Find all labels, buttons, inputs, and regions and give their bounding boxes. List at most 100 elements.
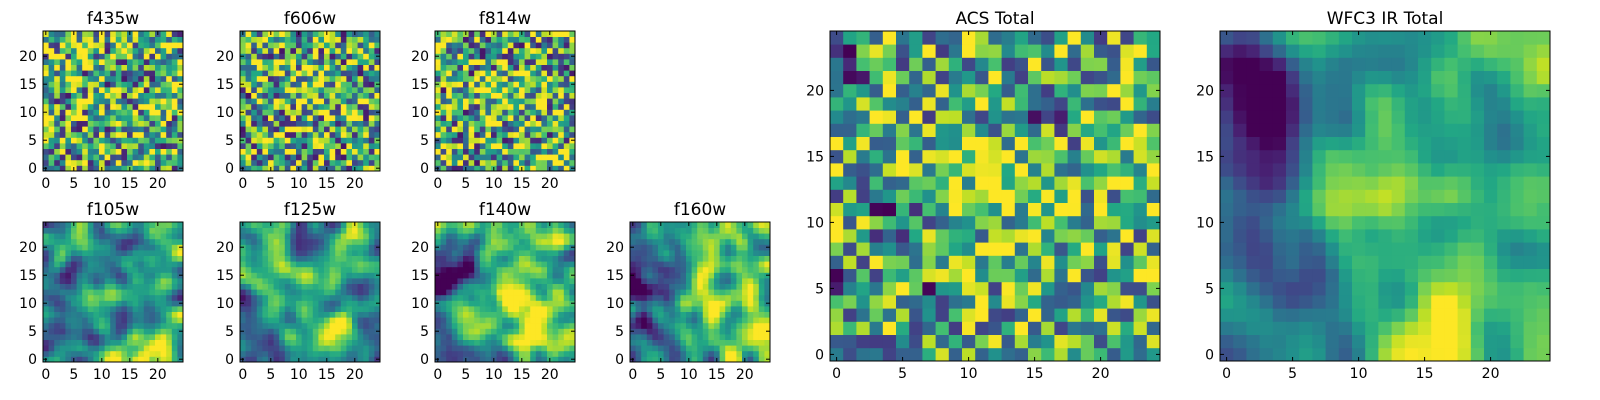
- heatmap-cell: [1067, 215, 1082, 230]
- heatmap-cell: [457, 103, 464, 110]
- heatmap-cell: [558, 131, 565, 138]
- heatmap-cell: [909, 149, 923, 164]
- heatmap-cell: [1107, 334, 1121, 349]
- heatmap-cell: [324, 64, 330, 71]
- heatmap-cell: [962, 215, 976, 230]
- heatmap-cell: [948, 268, 963, 283]
- heatmap-cell: [301, 70, 308, 77]
- heatmap-cell: [368, 350, 375, 357]
- heatmap-cell: [318, 92, 325, 99]
- heatmap-cell: [446, 126, 453, 133]
- heatmap-cell: [155, 137, 161, 144]
- heatmap-cell: [457, 87, 464, 93]
- heatmap-cell: [357, 306, 364, 312]
- heatmap-cell: [273, 233, 280, 240]
- heatmap-cell: [346, 120, 353, 127]
- heatmap-cell: [440, 322, 447, 329]
- heatmap-cell: [132, 322, 139, 329]
- heatmap-cell: [491, 244, 497, 251]
- heatmap-cell: [363, 350, 370, 357]
- heatmap-cell: [318, 255, 325, 262]
- heatmap-cell: [352, 70, 358, 77]
- heatmap-cell: [975, 308, 989, 322]
- heatmap-cell: [485, 266, 492, 273]
- heatmap-cell: [635, 294, 642, 301]
- heatmap-cell: [115, 148, 122, 155]
- heatmap-cell: [143, 322, 150, 329]
- heatmap-cell: [296, 115, 302, 121]
- heatmap-cell: [59, 92, 66, 99]
- heatmap-cell: [547, 42, 553, 49]
- heatmap-cell: [563, 154, 570, 161]
- heatmap-cell: [171, 165, 178, 172]
- heatmap-cell: [43, 266, 49, 273]
- heatmap-cell: [301, 64, 308, 71]
- heatmap-cell: [240, 154, 246, 161]
- heatmap-cell: [329, 75, 336, 82]
- panel-frame: [239, 221, 381, 363]
- heatmap-cell: [99, 238, 105, 245]
- heatmap-cell: [115, 261, 122, 268]
- heatmap-cell: [93, 143, 100, 149]
- heatmap-cell: [256, 300, 263, 307]
- heatmap-cell: [708, 272, 715, 279]
- heatmap-cell: [160, 148, 167, 155]
- heatmap-cell: [155, 131, 161, 138]
- heatmap-cell: [245, 345, 252, 352]
- heatmap-cell: [446, 238, 453, 245]
- heatmap-cell: [563, 233, 570, 240]
- heatmap-cell: [284, 334, 291, 340]
- heatmap-cell: [474, 278, 481, 284]
- heatmap-cell: [374, 345, 381, 352]
- heatmap-cell: [474, 137, 481, 144]
- heatmap-cell: [686, 244, 692, 251]
- heatmap-cell: [541, 59, 548, 65]
- heatmap-cell: [301, 350, 308, 357]
- heatmap-cell: [76, 165, 83, 172]
- heatmap-cell: [742, 250, 748, 256]
- heatmap-cell: [93, 47, 100, 54]
- heatmap-cell: [268, 92, 274, 99]
- heatmap-cell: [368, 322, 375, 329]
- heatmap-cell: [273, 154, 280, 161]
- heatmap-cell: [166, 165, 173, 172]
- heatmap-cell: [674, 255, 681, 262]
- heatmap-cell: [758, 250, 765, 256]
- heatmap-cell: [99, 64, 105, 71]
- heatmap-cell: [507, 317, 514, 324]
- heatmap-cell: [513, 317, 520, 324]
- heatmap-cell: [730, 289, 737, 296]
- heatmap-cell: [1067, 347, 1082, 362]
- heatmap-cell: [563, 311, 570, 318]
- heatmap-cell: [1041, 255, 1055, 269]
- x-tick-label: 5: [461, 367, 470, 383]
- heatmap-cell: [143, 36, 150, 43]
- heatmap-cell: [541, 350, 548, 357]
- heatmap-cell: [262, 350, 269, 357]
- heatmap-cell: [352, 300, 358, 307]
- heatmap-cell: [59, 222, 66, 228]
- heatmap-cell: [87, 306, 94, 312]
- heatmap-cell: [1014, 308, 1029, 322]
- heatmap-cell: [697, 278, 704, 284]
- heatmap-cell: [110, 98, 117, 105]
- heatmap-cell: [446, 306, 453, 312]
- heatmap-cell: [82, 115, 89, 121]
- heatmap-cell: [273, 59, 280, 65]
- heatmap-cell: [507, 238, 514, 245]
- heatmap-cell: [764, 322, 771, 329]
- heatmap-cell: [93, 311, 100, 318]
- heatmap-cell: [279, 131, 286, 138]
- heatmap-cell: [680, 322, 687, 329]
- heatmap-cell: [856, 242, 870, 256]
- heatmap-cell: [76, 294, 83, 301]
- heatmap-cell: [646, 233, 653, 240]
- heatmap-cell: [160, 70, 167, 77]
- heatmap-cell: [340, 255, 347, 262]
- heatmap-cell: [346, 92, 353, 99]
- heatmap-cell: [177, 98, 184, 105]
- heatmap-cell: [71, 233, 77, 240]
- heatmap-cell: [463, 109, 469, 116]
- heatmap-cell: [357, 87, 364, 93]
- heatmap-cell: [71, 42, 77, 49]
